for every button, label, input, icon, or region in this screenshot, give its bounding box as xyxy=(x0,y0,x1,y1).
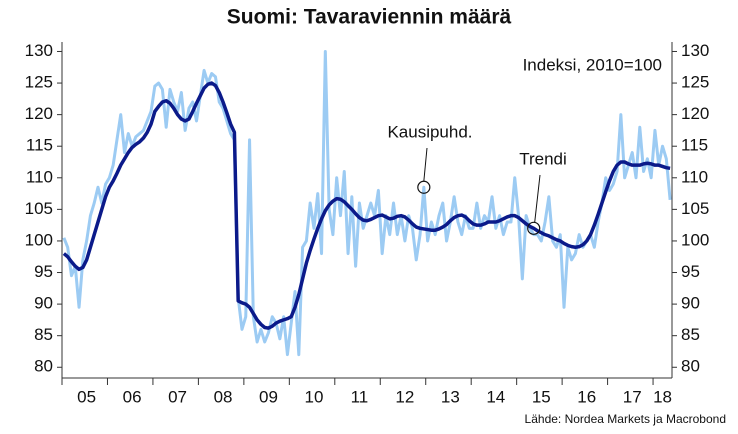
y2-tick-label: 90 xyxy=(681,294,700,313)
y-tick-label: 120 xyxy=(25,104,53,123)
x-tick-label: 17 xyxy=(623,387,642,406)
x-tick-label: 11 xyxy=(351,387,369,406)
y2-tick-label: 100 xyxy=(681,230,709,249)
x-tick-label: 16 xyxy=(577,387,596,406)
series-line xyxy=(62,49,672,357)
x-tick-label: 18 xyxy=(653,387,672,406)
x-tick-label: 07 xyxy=(168,387,187,406)
y2-tick-label: 130 xyxy=(681,41,709,60)
y-tick-label: 125 xyxy=(25,73,53,92)
y2-tick-label: 85 xyxy=(681,325,700,344)
annotation-label: Trendi xyxy=(519,149,567,168)
series-line xyxy=(62,81,671,330)
y-tick-label: 105 xyxy=(25,199,53,218)
annotation-circle xyxy=(417,180,431,194)
x-tick-label: 12 xyxy=(395,387,414,406)
y-tick-label: 95 xyxy=(34,262,53,281)
annotation-circle xyxy=(527,221,541,235)
x-tick-label: 13 xyxy=(441,387,460,406)
y2-tick-label: 125 xyxy=(681,73,709,92)
y2-tick-label: 115 xyxy=(681,136,708,155)
x-tick-label: 09 xyxy=(259,387,278,406)
annotation-leader xyxy=(534,174,541,223)
y2-tick-label: 80 xyxy=(681,357,700,376)
y2-tick-label: 105 xyxy=(681,199,709,218)
x-tick-label: 05 xyxy=(77,387,96,406)
subtitle: Indeksi, 2010=100 xyxy=(523,55,662,74)
y-tick-label: 100 xyxy=(25,230,53,249)
annotation-label: Kausipuhd. xyxy=(387,122,472,141)
y2-tick-label: 110 xyxy=(681,167,708,186)
y-tick-label: 130 xyxy=(25,41,53,60)
source: Lähde: Nordea Markets ja Macrobond xyxy=(525,412,726,426)
y-tick-label: 90 xyxy=(34,294,53,313)
y2-tick-label: 95 xyxy=(681,262,700,281)
chart-title: Suomi: Tavaraviennin määrä xyxy=(227,6,512,29)
x-tick-label: 08 xyxy=(214,387,233,406)
x-tick-label: 15 xyxy=(532,387,551,406)
y2-tick-label: 120 xyxy=(681,104,709,123)
y-tick-label: 85 xyxy=(34,325,53,344)
y-tick-label: 110 xyxy=(26,167,53,186)
annotation-leader xyxy=(423,147,428,182)
y-tick-label: 115 xyxy=(26,136,53,155)
x-tick-label: 10 xyxy=(304,387,323,406)
y-tick-label: 80 xyxy=(34,357,53,376)
x-tick-label: 06 xyxy=(123,387,142,406)
x-tick-label: 14 xyxy=(486,387,505,406)
